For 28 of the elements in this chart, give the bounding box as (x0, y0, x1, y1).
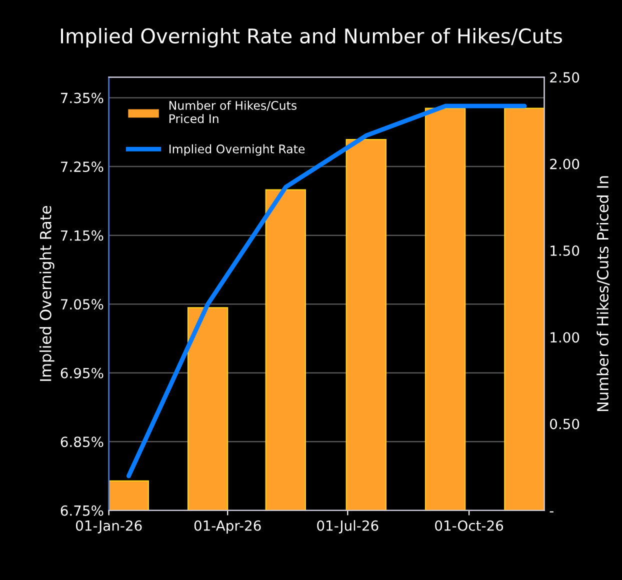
legend-label: Number of Hikes/Cuts Priced In (169, 100, 297, 124)
y2-tick-label: 2.00 (550, 158, 580, 170)
x-tick-label: 01-Oct-26 (435, 520, 504, 531)
y2-tick-label: 0.50 (550, 418, 580, 430)
bar (265, 189, 306, 510)
y-tick-label: 7.35% (61, 92, 104, 104)
y2-tick-label: 1.00 (550, 332, 580, 343)
y-tick-label: 6.85% (60, 436, 104, 448)
bar (504, 108, 544, 510)
y-tick-label: 6.95% (60, 368, 104, 378)
y2-tick-label: 2.50 (550, 72, 580, 83)
x-tick-label: 01-Jul-26 (317, 520, 378, 534)
y-axis-title: Implied Overnight Rate (40, 206, 54, 381)
legend-label: Implied Overnight Rate (169, 144, 305, 156)
x-tick-label: 01-Jan-26 (76, 520, 142, 534)
bar (424, 108, 466, 510)
y-tick-label: 7.15% (61, 230, 104, 241)
y2-tick-label: 1.50 (550, 245, 580, 256)
y2-axis-title: Number of Hikes/Cuts Priced In (596, 176, 610, 412)
bar (108, 480, 149, 510)
y-tick-label: 6.75% (60, 505, 104, 516)
x-tick-label: 01-Apr-26 (194, 520, 261, 534)
bar (187, 307, 228, 510)
chart-title: Implied Overnight Rate and Number of Hikes/Cuts (61, 28, 562, 48)
bar (346, 138, 386, 510)
y-tick-label: 7.05% (61, 299, 104, 310)
y-tick-label: 7.25% (61, 162, 104, 172)
y2-tick-label: - (550, 511, 554, 512)
